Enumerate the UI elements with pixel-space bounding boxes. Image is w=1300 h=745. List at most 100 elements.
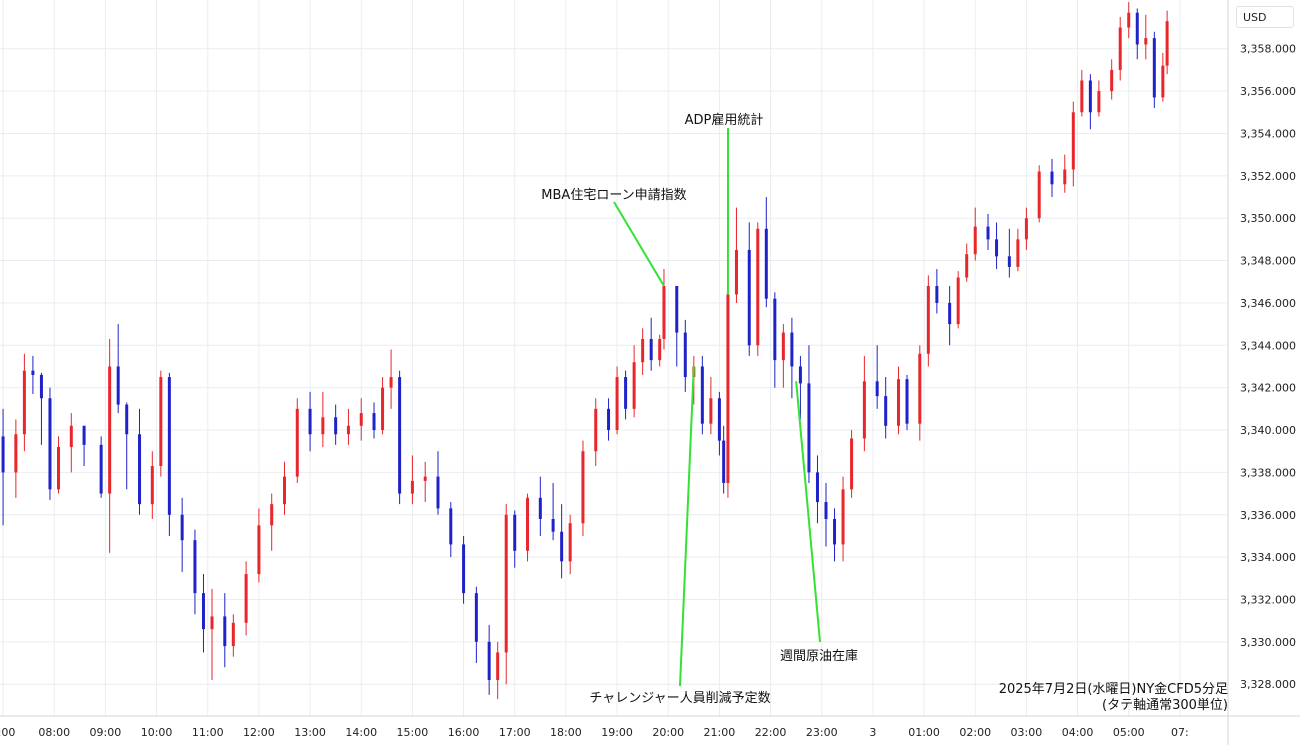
annotation-label: 週間原油在庫 [780,649,858,664]
candle-body-up [321,417,325,435]
candle-body-down [116,366,120,405]
x-tick-label: 10:00 [141,726,173,739]
candle-body-up [14,434,18,473]
candle-body-up [1024,218,1028,240]
candle-body-down [334,417,338,435]
x-tick-label: 18:00 [550,726,582,739]
candle-body-down [1,436,5,473]
candle-body-down [1007,256,1011,267]
y-tick-label: 3,332.000 [1240,593,1296,606]
candle-body-up [841,489,845,545]
x-tick-label: 16:00 [448,726,480,739]
x-tick-label: 02:00 [959,726,991,739]
candle-body-down [1050,171,1054,185]
candle-body-up [581,451,585,524]
candle-body-down [764,228,768,299]
candle-body-up [1037,171,1041,219]
candle-body-up [282,476,286,505]
candle-body-up [1110,69,1114,92]
candle-body-up [526,497,530,551]
y-tick-label: 3,356.000 [1240,85,1296,98]
candle-body-down [474,593,478,642]
caption-line-1: 2025年7月2日(水曜日)NY金CFD5分足 [998,682,1228,697]
y-tick-label: 3,342.000 [1240,382,1296,395]
candle-body-down [815,472,819,503]
candle-body-up [346,425,350,435]
annotation-leader-line [613,201,665,287]
y-tick-label: 3,346.000 [1240,297,1296,310]
annotation-leader-line [795,381,821,643]
y-tick-label: 3,330.000 [1240,636,1296,649]
x-tick-label: 14:00 [345,726,377,739]
x-tick-label: 09:00 [90,726,122,739]
candle-body-down [717,398,721,441]
candle-body-down [807,383,811,473]
candle-body-up [1165,21,1169,66]
y-tick-label: 3,350.000 [1240,212,1296,225]
candle-body-up [850,438,854,490]
x-tick-label: 21:00 [704,726,736,739]
candle-body-down [995,239,999,257]
candle-body-down [624,377,628,409]
candle-body-down [487,641,491,680]
candle-body-down [48,398,52,490]
candle-body-up [1161,65,1165,98]
candle-body-down [167,377,171,515]
x-tick-label: 20:00 [652,726,684,739]
candle-body-up [756,228,760,346]
candle-body-down [201,593,205,630]
candle-body-down [513,514,517,551]
candle-body-down [790,332,794,367]
candle-body-up [423,476,427,481]
x-tick-label: 15:00 [397,726,429,739]
candle-body-up [926,285,930,354]
y-tick-label: 3,334.000 [1240,551,1296,564]
candle-body-down [875,381,879,397]
candle-body-down [308,408,312,435]
candle-body-up [1144,38,1148,45]
annotation-label: チャレンジャー人員削減予定数 [589,690,770,706]
candle-body-down [560,531,564,562]
candle-body-down [39,374,43,399]
candle-body-down [372,413,376,431]
candle-body-up [381,387,385,431]
y-tick-label: 3,354.000 [1240,127,1296,140]
candle-body-down [538,497,542,519]
candle-body-up [231,622,235,647]
candle-body-up [965,254,969,278]
annotation-leader-line [679,366,695,687]
y-tick-label: 3,338.000 [1240,466,1296,479]
candle-body-up [270,504,274,526]
candle-body-up [781,332,785,361]
x-tick-label: 12:00 [243,726,275,739]
candle-body-up [1127,12,1131,28]
candle-body-up [57,446,61,490]
candle-body-down [462,544,466,594]
x-tick-label: 17:00 [499,726,531,739]
x-tick-label: 3 [869,726,876,739]
currency-button[interactable]: USD [1236,6,1294,28]
candle-body-up [22,370,26,435]
chart-caption: 2025年7月2日(水曜日)NY金CFD5分足 (タテ軸通常300単位) [999,682,1228,714]
candle-body-up [1071,112,1075,170]
candle-body-down [722,440,726,483]
x-tick-label: 03:00 [1011,726,1043,739]
candle-body-down [747,249,751,346]
candle-body-down [884,396,888,426]
candle-body-up [1063,169,1067,185]
candle-body-down [1088,80,1092,113]
candle-body-down [398,377,402,494]
candle-body-up [896,379,900,426]
candle-body-up [956,277,960,325]
candle-body-up [615,377,619,431]
x-tick-label: 13:00 [294,726,326,739]
candle-body-down [180,514,184,541]
candle-body-up [1097,91,1101,113]
candle-body-up [108,366,112,494]
candle-body-down [449,508,453,545]
candle-body-down [99,444,103,494]
candle-body-up [210,616,214,630]
candle-body-up [862,381,866,439]
